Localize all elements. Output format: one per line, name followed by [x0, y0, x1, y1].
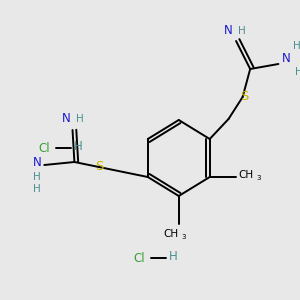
Text: Cl: Cl: [134, 251, 145, 265]
Text: N: N: [224, 25, 233, 38]
Text: H: H: [238, 26, 246, 36]
Text: H: H: [295, 67, 300, 77]
Text: S: S: [240, 91, 249, 103]
Text: Cl: Cl: [38, 142, 50, 154]
Text: H: H: [76, 114, 84, 124]
Text: S: S: [95, 160, 103, 173]
Text: H: H: [293, 41, 300, 51]
Text: N: N: [281, 52, 290, 65]
Text: N: N: [61, 112, 70, 124]
Text: H: H: [33, 172, 41, 182]
Text: 3: 3: [256, 175, 261, 181]
Text: H: H: [74, 140, 82, 152]
Text: H: H: [169, 250, 178, 262]
Text: CH: CH: [239, 170, 254, 180]
Text: CH: CH: [164, 229, 179, 239]
Text: H: H: [33, 184, 41, 194]
Text: 3: 3: [181, 234, 186, 240]
Text: N: N: [32, 157, 41, 169]
